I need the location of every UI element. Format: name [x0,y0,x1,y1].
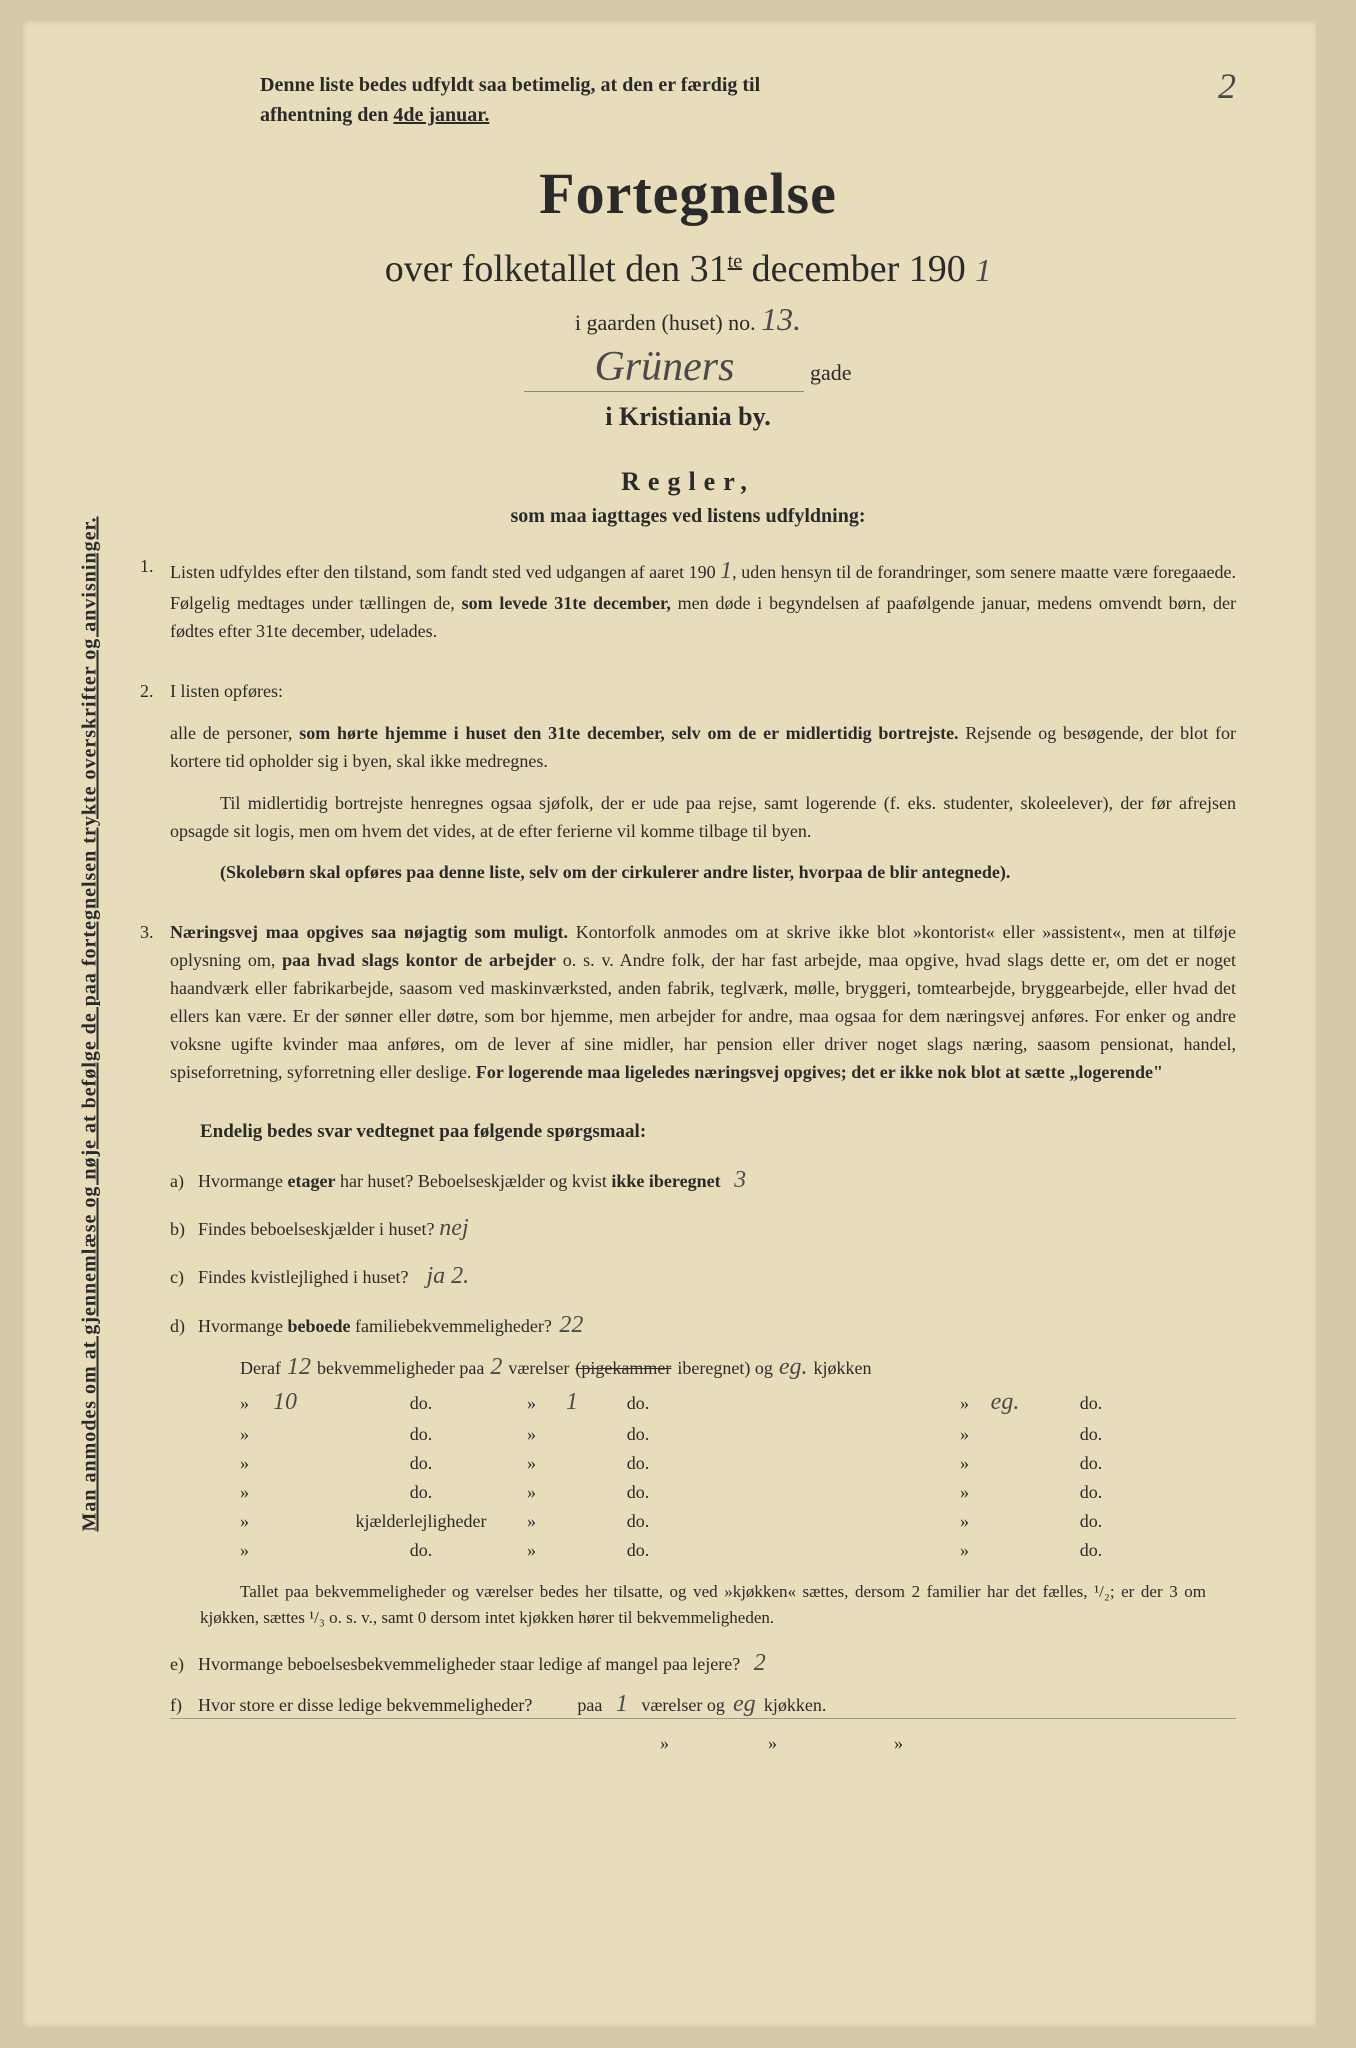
page-number: 2 [1218,65,1236,107]
answer-f2: eg [729,1691,759,1718]
tallet-footnote: Tallet paa bekvemmeligheder og værelser … [200,1579,1206,1630]
deraf-header: Deraf 12 bekvemmeligheder paa 2 værelser… [240,1354,1236,1381]
question-e: e)Hvormange beboelsesbekvemmeligheder st… [170,1650,1236,1677]
answer-d: 22 [556,1306,586,1344]
city-line: i Kristiania by. [140,402,1236,432]
question-d: d)Hvormange beboede familiebekvemmelighe… [170,1306,1236,1344]
top-note-line1: Denne liste bedes udfyldt saa betimelig,… [260,74,760,96]
deraf-row: » do. » do. » do. [240,1424,1236,1445]
deraf-row: » do. » do. » do. [240,1453,1236,1474]
main-title: Fortegnelse [140,160,1236,227]
deraf-row: »10 do. »1 do. »eg. do. [240,1389,1236,1416]
rules-subheading: som maa iagttages ved listens udfyldning… [140,505,1236,528]
house-number: 13. [761,301,801,337]
rules-heading: Regler, [140,467,1236,497]
rule-1: 1. Listen udfyldes efter den tilstand, s… [140,553,1236,660]
answer-e: 2 [745,1650,775,1677]
answer-f1: 1 [607,1691,637,1718]
deraf-row: » do. » do. » do. [240,1482,1236,1503]
answer-c: ja 2. [426,1257,469,1295]
year-fill: 1 [975,252,991,288]
subtitle: over folketallet den 31te december 190 1 [140,247,1236,291]
street-line: Grüners gade [140,343,1236,392]
question-b: b)Findes beboelseskjælder i huset? nej [170,1209,1236,1247]
vertical-margin-note: Man anmodes om at gjennemlæse og nøje at… [79,224,102,1824]
question-c: c)Findes kvistlejlighed i huset? ja 2. [170,1257,1236,1295]
deraf-row: » do. » do. » do. [240,1540,1236,1561]
top-note-line2a: afhentning den [260,104,393,126]
ditto-line: » » » [660,1733,1236,1754]
deraf-table: Deraf 12 bekvemmeligheder paa 2 værelser… [240,1354,1236,1561]
rule-2: 2. I listen opføres: alle de personer, s… [140,678,1236,901]
questions-heading: Endelig bedes svar vedtegnet paa følgend… [200,1121,1236,1143]
question-a: a)Hvormange etager har huset? Beboelsesk… [170,1161,1236,1199]
house-number-line: i gaarden (huset) no. 13. [140,301,1236,338]
question-f: f)Hvor store er disse ledige bekvemmelig… [170,1691,1236,1719]
top-instruction: Denne liste bedes udfyldt saa betimelig,… [260,70,1236,130]
document-page: 2 Man anmodes om at gjennemlæse og nøje … [20,20,1316,2028]
deraf-row: » kjælderlejligheder » do. » do. [240,1511,1236,1532]
answer-b: nej [439,1209,469,1247]
rule-3: 3. Næringsvej maa opgives saa nøjagtig s… [140,919,1236,1100]
top-note-date: 4de januar. [393,104,489,126]
answer-a: 3 [725,1161,755,1199]
street-name: Grüners [524,343,804,392]
